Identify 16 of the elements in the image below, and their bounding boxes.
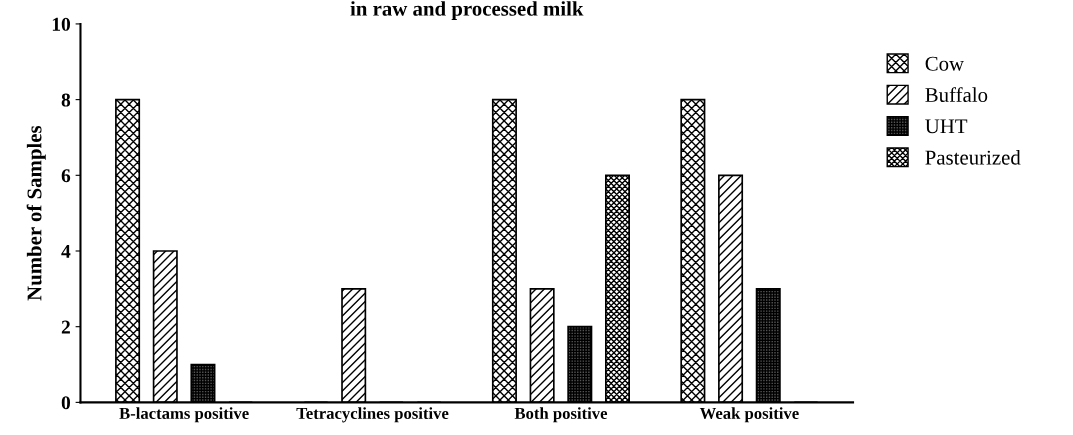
y-tick-label: 8 [61,93,71,107]
x-tick-label: Both positive [514,407,608,423]
legend-label: Pasteurized [925,149,1021,165]
y-tick-label: 6 [61,169,71,183]
x-tick-label: Tetracyclines positive [296,407,449,423]
legend-label: Buffalo [925,87,988,102]
y-tick-label: 2 [61,320,70,334]
legend-label: Cow [925,56,964,71]
y-tick-label: 4 [61,244,71,258]
legend-label: UHT [925,119,968,134]
chart-title: in raw and processed milk [350,1,584,21]
y-tick-label: 10 [52,17,71,31]
x-tick-label: Weak positive [699,407,799,423]
y-tick-label: 0 [61,396,71,410]
x-tick-label: B-lactams positive [119,407,249,423]
y-axis-title: Number of Samples [26,125,46,301]
